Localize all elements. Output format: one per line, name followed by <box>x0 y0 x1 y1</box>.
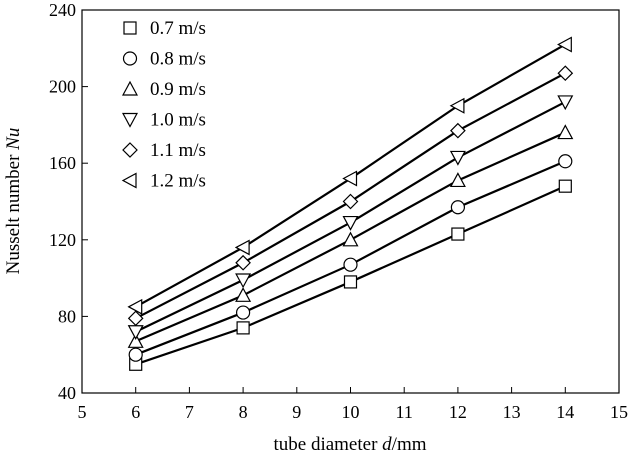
circle-marker <box>128 347 143 362</box>
triangle-left-marker <box>121 172 137 189</box>
triangle-up-marker <box>121 80 139 96</box>
diamond-marker <box>127 310 144 327</box>
circle-marker <box>236 305 251 320</box>
circle-marker <box>558 154 573 169</box>
triangle-down-marker <box>342 215 359 231</box>
series-1-0-m-s <box>127 95 574 340</box>
diamond-marker <box>235 254 251 271</box>
square-marker <box>558 179 572 193</box>
legend-item: 0.8 m/s <box>122 49 206 70</box>
series-1-1-m-s <box>127 65 574 327</box>
square-marker <box>123 21 137 35</box>
series-0-9-m-s <box>127 124 574 348</box>
diamond-marker <box>450 122 466 139</box>
series-1-2-m-s <box>127 36 572 315</box>
y-axis-label: Nusselt number Nu <box>3 128 24 275</box>
legend-label: 1.0 m/s <box>150 110 206 131</box>
legend-label: 0.7 m/s <box>150 18 206 39</box>
x-tick-label: 12 <box>449 402 467 422</box>
x-tick-label: 15 <box>610 402 628 422</box>
series-0-8-m-s <box>128 154 573 362</box>
circle-marker <box>343 257 358 272</box>
triangle-up-marker <box>235 287 252 302</box>
x-tick-label: 14 <box>556 402 574 422</box>
diamond-marker <box>342 193 359 210</box>
legend-item: 1.0 m/s <box>121 110 206 131</box>
series-0-7-m-s <box>129 179 572 371</box>
y-tick-label: 120 <box>49 230 76 250</box>
x-tick-label: 9 <box>292 402 301 422</box>
diamond-marker <box>122 142 138 158</box>
legend-item: 0.9 m/s <box>121 79 206 100</box>
series-line <box>135 185 566 366</box>
triangle-down-marker <box>121 112 139 128</box>
triangle-up-marker <box>557 124 574 140</box>
triangle-down-marker <box>557 95 574 111</box>
triangle-left-marker <box>449 97 465 114</box>
x-axis-label: tube diameter d/mm <box>273 434 426 455</box>
legend-item: 1.2 m/s <box>121 171 206 192</box>
x-tick-label: 11 <box>396 402 413 422</box>
triangle-down-marker <box>127 325 144 340</box>
legend-label: 0.9 m/s <box>150 79 206 100</box>
legend-label: 1.1 m/s <box>150 140 206 161</box>
circle-marker <box>122 51 138 66</box>
triangle-left-marker <box>234 239 250 256</box>
triangle-left-marker <box>127 298 143 315</box>
legend-label: 1.2 m/s <box>150 171 206 192</box>
x-tick-label: 7 <box>185 402 194 422</box>
square-marker <box>451 227 465 241</box>
triangle-up-marker <box>342 231 359 247</box>
triangle-down-marker <box>449 150 466 166</box>
legend-item: 1.1 m/s <box>122 140 206 161</box>
y-tick-label: 40 <box>58 383 76 403</box>
y-tick-label: 160 <box>49 153 76 173</box>
x-tick-label: 8 <box>239 402 248 422</box>
x-tick-label: 5 <box>78 402 87 422</box>
x-tick-label: 10 <box>342 402 360 422</box>
triangle-left-marker <box>342 170 358 187</box>
legend-label: 0.8 m/s <box>150 49 206 70</box>
triangle-down-marker <box>235 273 252 289</box>
triangle-left-marker <box>557 36 572 53</box>
legend-item: 0.7 m/s <box>123 18 206 39</box>
diamond-marker <box>557 65 574 82</box>
triangle-up-marker <box>449 172 466 188</box>
y-tick-label: 240 <box>49 0 76 20</box>
square-marker <box>236 321 250 335</box>
circle-marker <box>450 200 465 215</box>
x-tick-label: 6 <box>131 402 140 422</box>
y-tick-label: 200 <box>49 77 76 97</box>
y-tick-label: 80 <box>58 306 76 326</box>
triangle-up-marker <box>127 333 144 348</box>
x-tick-label: 13 <box>503 402 521 422</box>
square-marker <box>343 275 358 289</box>
